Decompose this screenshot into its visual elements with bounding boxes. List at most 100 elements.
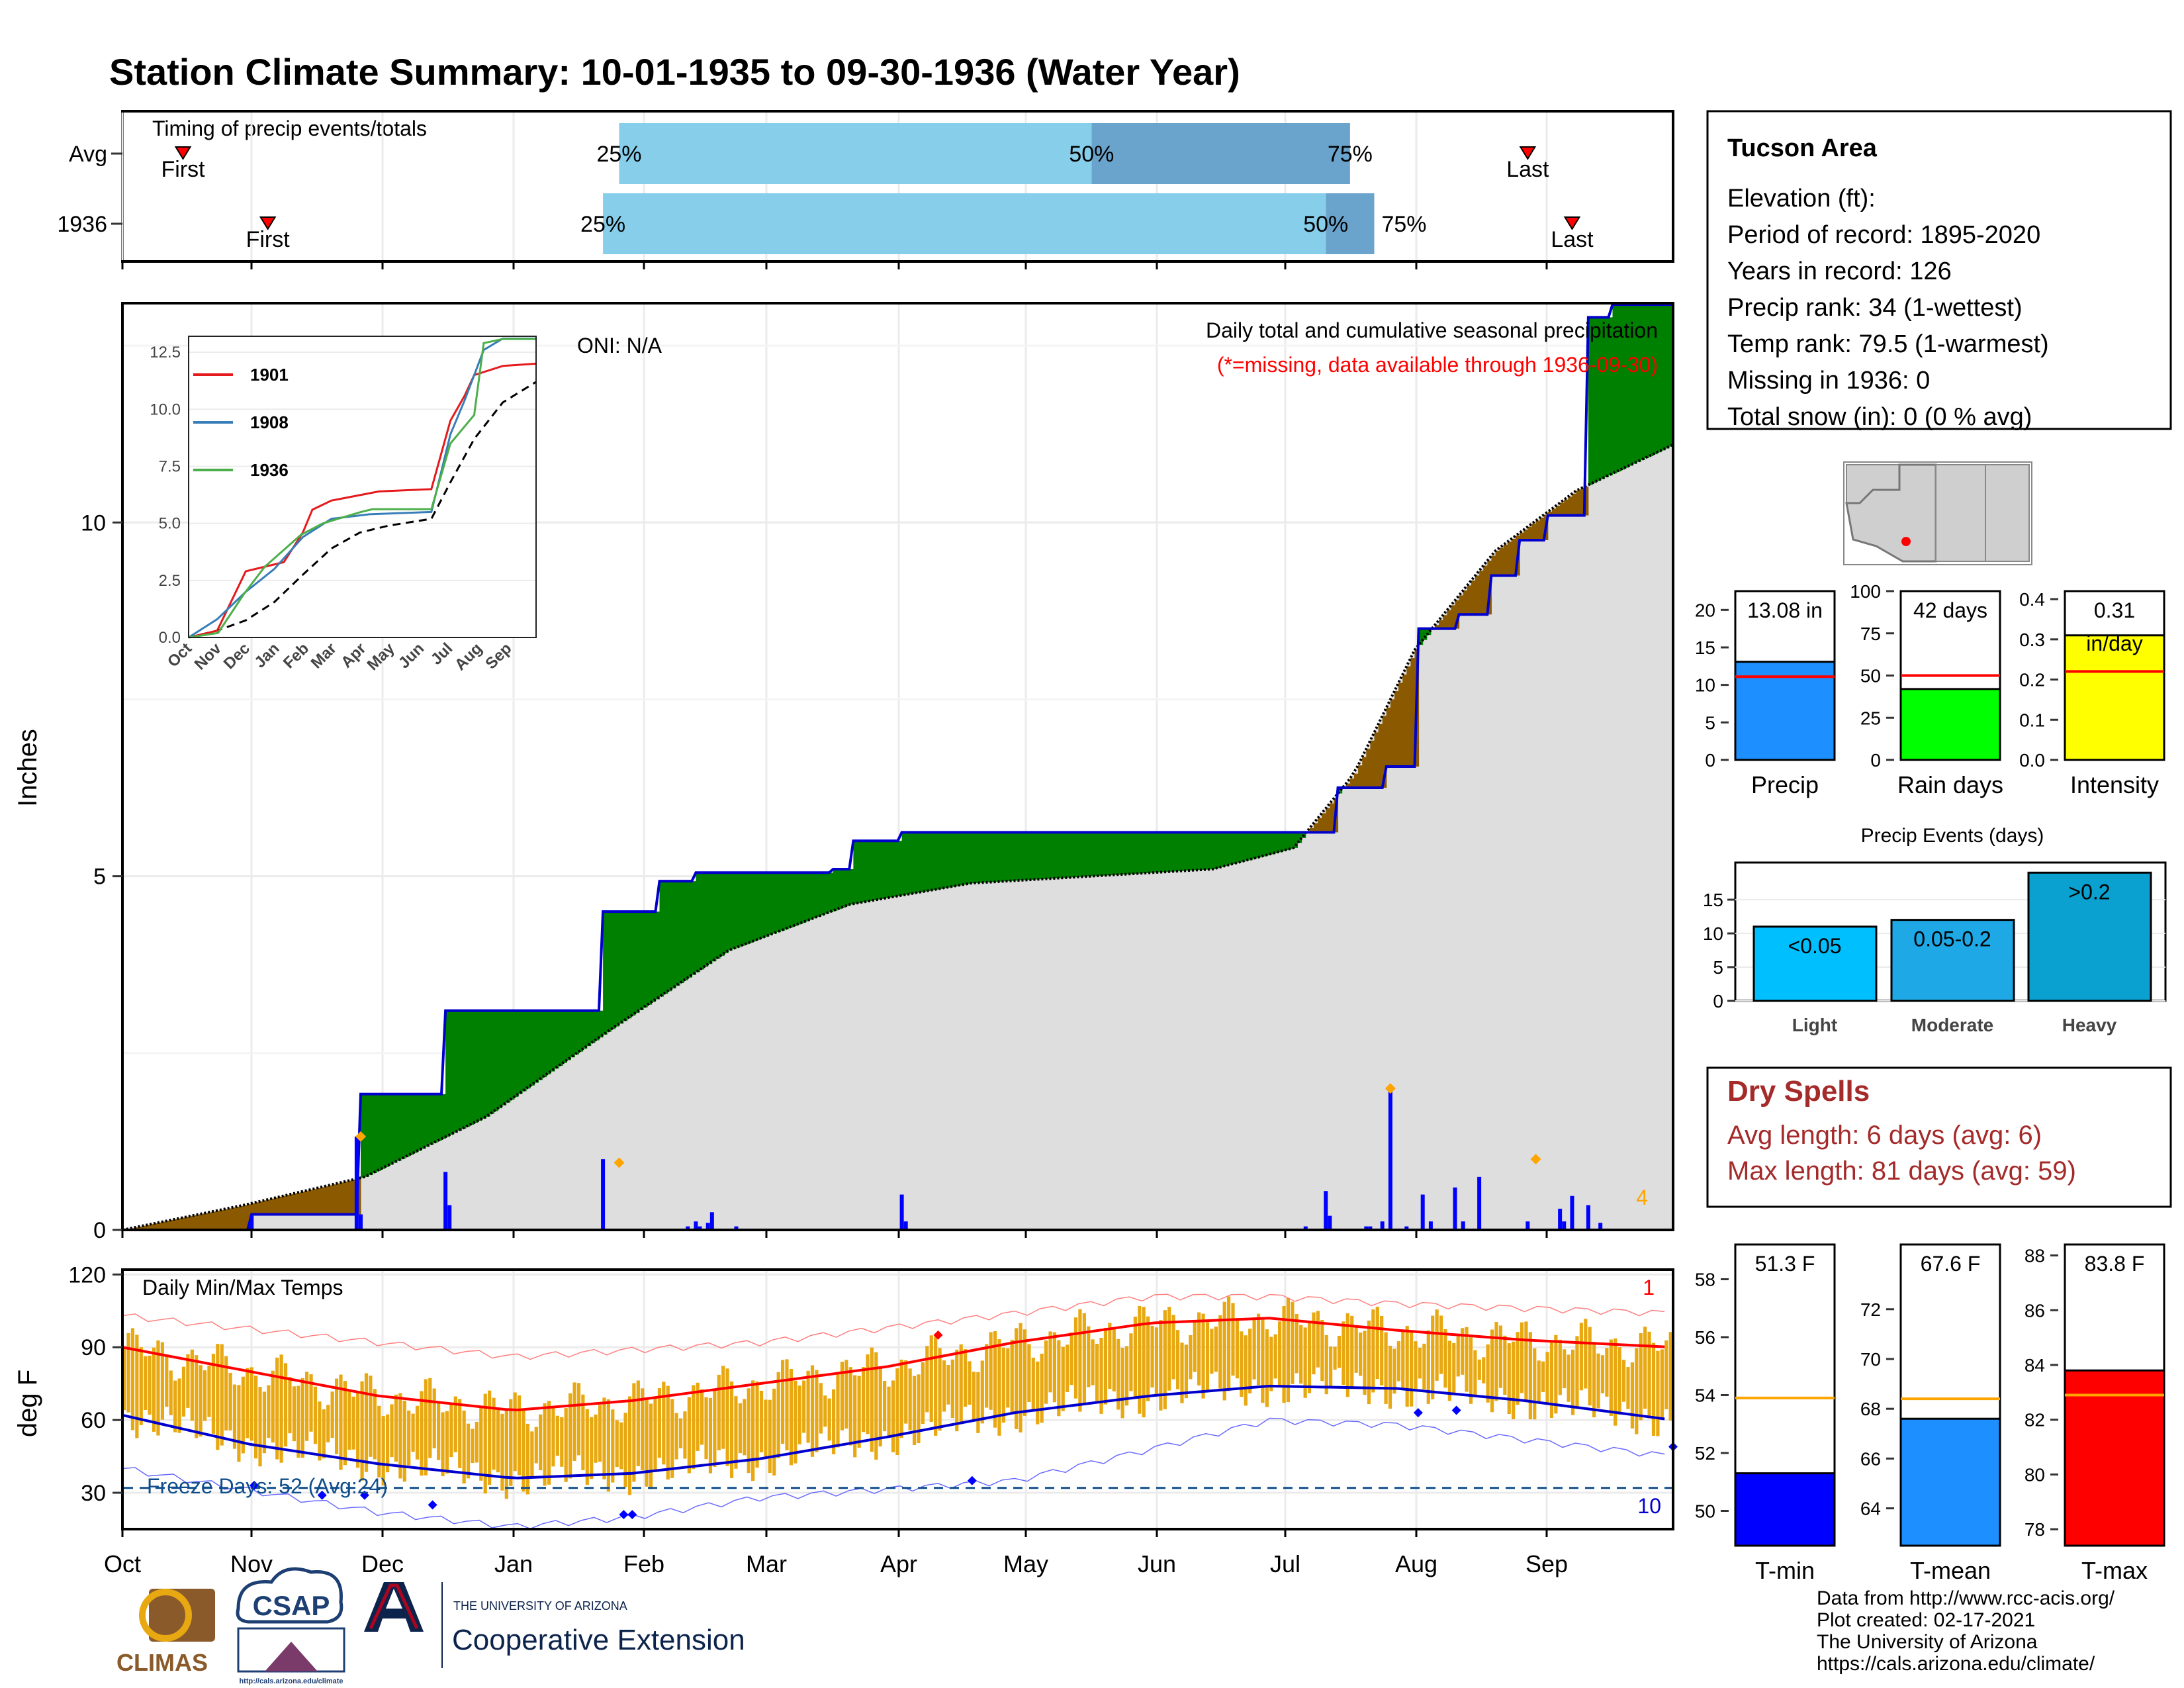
record-low-marker	[317, 1490, 327, 1500]
daily-temp-bar	[1197, 1312, 1201, 1385]
precip-summary-2-y-tick-label: 0.0	[2019, 750, 2045, 771]
daily-temp-bar	[1537, 1360, 1541, 1403]
daily-temp-bar	[500, 1413, 504, 1491]
surplus-fill	[853, 841, 858, 904]
precip-summary-1-y-tick-label: 50	[1860, 666, 1881, 686]
month-label: Jun	[1138, 1550, 1176, 1577]
surplus-fill	[1641, 305, 1645, 460]
footer-line: Data from http://www.rcc-acis.org/	[1817, 1587, 2115, 1609]
surplus-fill	[740, 872, 745, 946]
precip-summary-1-y-tick-label: 75	[1860, 624, 1881, 644]
deficit-fill	[1394, 691, 1399, 767]
surplus-fill	[1071, 832, 1076, 878]
surplus-fill	[720, 872, 725, 957]
deficit-fill	[1495, 551, 1500, 576]
daily-precip-bar	[1303, 1226, 1308, 1230]
daily-temp-bar	[385, 1414, 390, 1473]
surplus-fill	[675, 881, 680, 986]
daily-temp-bar	[1371, 1309, 1375, 1393]
daily-temp-bar	[246, 1368, 250, 1438]
precip-summary-0-y-tick-label: 5	[1705, 712, 1715, 733]
daily-temp-bar	[802, 1380, 806, 1433]
events-category-label: Heavy	[2062, 1015, 2117, 1035]
daily-temp-bar	[1218, 1315, 1222, 1389]
timing-label: Timing of precip events/totals	[152, 117, 427, 140]
temp-summary-1-category-label: T-mean	[1910, 1557, 1991, 1584]
map-new-mexico	[1935, 464, 1986, 562]
surplus-fill	[567, 1010, 571, 1060]
daily-temp-bar	[253, 1376, 258, 1459]
daily-temp-bar	[237, 1385, 241, 1462]
surplus-fill	[635, 912, 640, 1013]
surplus-fill	[760, 872, 765, 939]
dry-spells-max: Max length: 81 days (avg: 59)	[1727, 1156, 2076, 1186]
surplus-fill	[530, 1010, 535, 1086]
precip-summary-1-bar	[1899, 688, 2001, 761]
month-label: Nov	[230, 1550, 273, 1577]
deficit-fill	[1580, 489, 1585, 516]
deficit-fill	[1353, 773, 1359, 788]
temp-y-tick-label: 30	[81, 1481, 106, 1506]
daily-temp-bar	[1482, 1357, 1486, 1383]
month-label: Oct	[104, 1550, 141, 1577]
daily-temp-bar	[1498, 1325, 1503, 1388]
surplus-fill	[817, 872, 822, 917]
deficit-fill	[1584, 487, 1589, 516]
daily-temp-bar	[190, 1349, 194, 1421]
precip-summary-2-y-tick-label: 0.4	[2019, 589, 2045, 610]
csap-mountain	[265, 1642, 318, 1671]
surplus-fill	[1026, 832, 1032, 880]
deficit-fill	[1539, 518, 1545, 541]
daily-temp-bar	[539, 1414, 543, 1471]
daily-temp-bar	[743, 1399, 747, 1456]
daily-temp-bar	[1265, 1329, 1269, 1407]
surplus-fill	[413, 1094, 418, 1153]
daily-temp-bar	[241, 1376, 245, 1454]
temp-summary-0-y-tick-label: 54	[1695, 1385, 1715, 1406]
surplus-fill	[1253, 832, 1258, 859]
precip-summary-0-bar	[1734, 661, 1836, 761]
surplus-fill	[1055, 832, 1060, 878]
surplus-fill	[392, 1094, 398, 1163]
surplus-fill	[643, 912, 648, 1008]
info-line: Temp rank: 79.5 (1-warmest)	[1727, 330, 2049, 358]
daily-temp-bar	[420, 1391, 424, 1476]
daily-temp-bar	[627, 1396, 632, 1495]
daily-temp-bar	[1503, 1335, 1507, 1395]
deficit-fill	[1564, 499, 1569, 516]
daily-temp-bar	[870, 1347, 874, 1452]
station-location-marker	[1901, 537, 1911, 546]
deficit-fill	[1378, 724, 1383, 788]
surplus-fill	[700, 872, 705, 970]
daily-precip-bar	[601, 1159, 606, 1230]
daily-temp-bar	[126, 1333, 130, 1413]
deficit-fill	[142, 1225, 148, 1230]
surplus-fill	[558, 1010, 563, 1066]
deficit-fill	[316, 1188, 321, 1215]
station-info-box: Tucson Area Elevation (ft): Period of rec…	[1706, 110, 2172, 431]
deficit-fill	[1531, 524, 1537, 541]
inset-chart: 0.02.55.07.510.012.5OctNovDecJanFebMarAp…	[150, 336, 537, 674]
surplus-fill	[1030, 832, 1036, 880]
surplus-fill	[1091, 832, 1096, 876]
surplus-fill	[1237, 832, 1242, 863]
surplus-fill	[1176, 832, 1181, 872]
daily-temp-bar	[1422, 1343, 1426, 1389]
inset-frame	[188, 336, 537, 638]
surplus-fill	[897, 841, 903, 896]
daily-temp-bar	[844, 1360, 848, 1429]
surplus-fill	[1285, 832, 1290, 851]
surplus-fill	[396, 1094, 402, 1161]
precip-summary-2-bar	[2064, 634, 2165, 761]
deficit-fill	[1471, 580, 1476, 615]
timing-row-label: 1936	[57, 212, 107, 237]
surplus-fill	[1624, 305, 1629, 468]
daily-temp-bar	[921, 1362, 925, 1425]
daily-temp-bar	[662, 1382, 666, 1465]
surplus-fill	[490, 1010, 494, 1114]
surplus-fill	[930, 832, 934, 891]
surplus-fill	[692, 881, 696, 975]
surplus-fill	[1245, 832, 1250, 861]
surplus-fill	[821, 872, 826, 915]
daily-temp-bar	[780, 1360, 785, 1444]
